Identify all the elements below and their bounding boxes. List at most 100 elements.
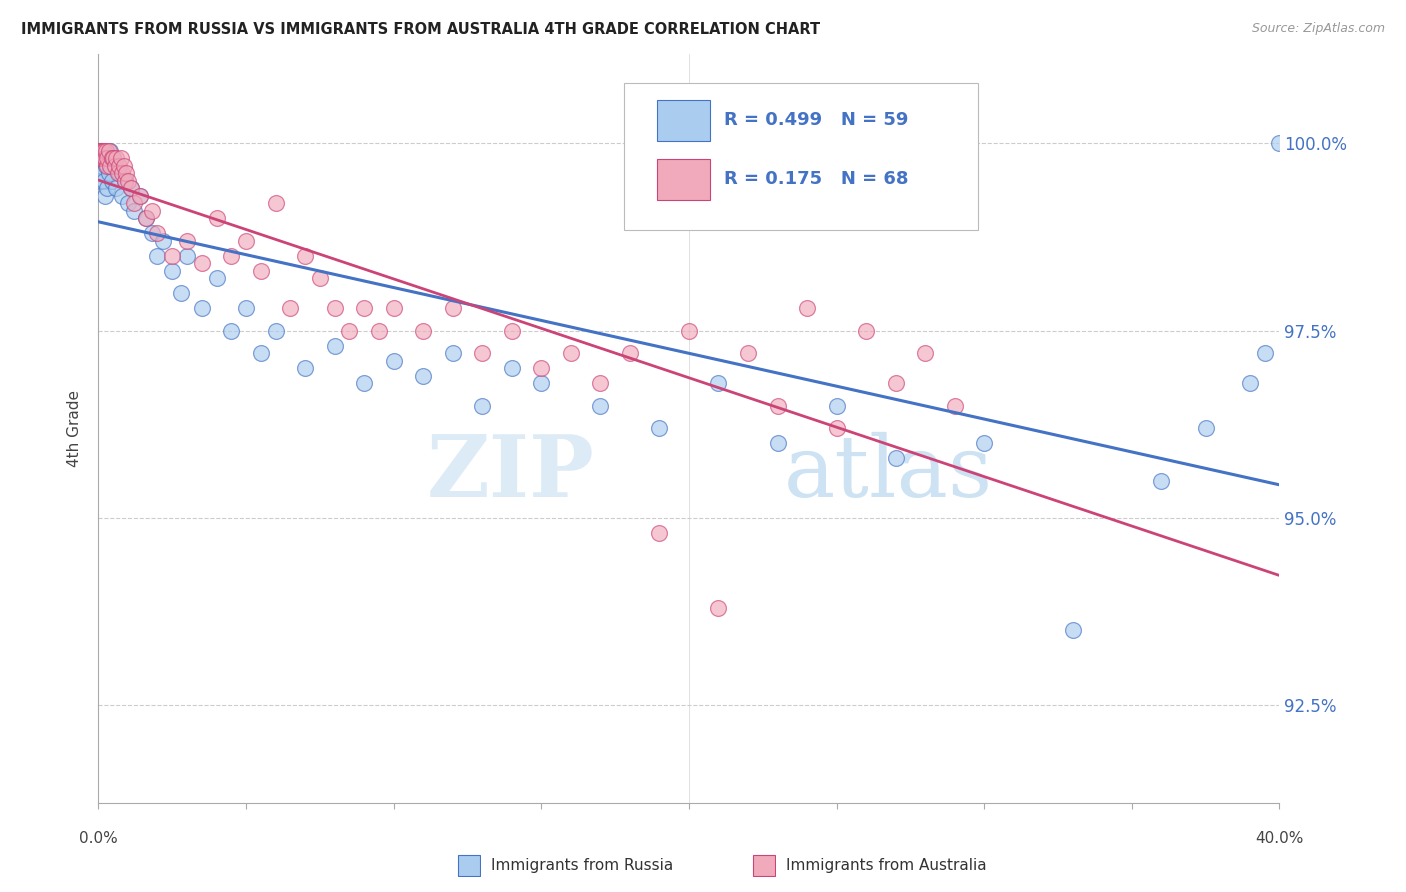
Point: [250, 264, 273, 278]
FancyBboxPatch shape: [657, 159, 710, 200]
Point: [619, 346, 641, 360]
Point: [589, 376, 612, 391]
Point: [441, 346, 464, 360]
Point: [191, 301, 214, 316]
Point: [90, 144, 112, 158]
Point: [91, 144, 114, 158]
Point: [141, 227, 163, 241]
Point: [648, 421, 671, 435]
Point: [855, 324, 877, 338]
Point: [1195, 421, 1218, 435]
Point: [766, 436, 789, 450]
Text: 0.0%: 0.0%: [79, 831, 118, 846]
Point: [339, 324, 360, 338]
Point: [294, 361, 316, 376]
Point: [176, 249, 198, 263]
Point: [97, 144, 120, 158]
Text: Immigrants from Russia: Immigrants from Russia: [491, 858, 673, 872]
Point: [108, 166, 131, 180]
Point: [128, 189, 150, 203]
Point: [98, 144, 121, 158]
Point: [96, 152, 118, 166]
Point: [1254, 346, 1277, 360]
Point: [93, 152, 115, 166]
Point: [93, 152, 115, 166]
Point: [707, 376, 730, 391]
Point: [264, 196, 287, 211]
Point: [135, 211, 157, 226]
Point: [128, 189, 150, 203]
Point: [96, 152, 118, 166]
Text: R = 0.499   N = 59: R = 0.499 N = 59: [724, 112, 908, 129]
Text: R = 0.175   N = 68: R = 0.175 N = 68: [724, 170, 908, 188]
Point: [707, 601, 730, 615]
Point: [93, 144, 115, 158]
Text: 40.0%: 40.0%: [1256, 831, 1303, 846]
Point: [98, 159, 121, 173]
Point: [135, 211, 157, 226]
Point: [87, 144, 110, 158]
Point: [1150, 474, 1173, 488]
Text: IMMIGRANTS FROM RUSSIA VS IMMIGRANTS FROM AUSTRALIA 4TH GRADE CORRELATION CHART: IMMIGRANTS FROM RUSSIA VS IMMIGRANTS FRO…: [21, 22, 820, 37]
Point: [221, 324, 243, 338]
Point: [250, 346, 273, 360]
Point: [141, 203, 163, 218]
Point: [117, 174, 139, 188]
Text: Source: ZipAtlas.com: Source: ZipAtlas.com: [1251, 22, 1385, 36]
Point: [825, 399, 848, 413]
Point: [323, 301, 346, 316]
Point: [678, 324, 700, 338]
Point: [796, 301, 818, 316]
Point: [90, 144, 112, 158]
Point: [589, 399, 612, 413]
Point: [89, 144, 111, 158]
Point: [108, 159, 131, 173]
Point: [105, 181, 128, 195]
Point: [146, 249, 169, 263]
Point: [264, 324, 287, 338]
Point: [766, 399, 789, 413]
Point: [111, 166, 134, 180]
Point: [146, 227, 169, 241]
Point: [114, 174, 136, 188]
Point: [205, 211, 228, 226]
Point: [412, 368, 434, 383]
Y-axis label: 4th Grade: 4th Grade: [67, 390, 83, 467]
Point: [90, 174, 112, 188]
Point: [122, 196, 145, 211]
Point: [96, 159, 118, 173]
Point: [501, 324, 523, 338]
Point: [471, 399, 494, 413]
Point: [221, 249, 243, 263]
Point: [884, 451, 907, 466]
Point: [94, 159, 117, 173]
Point: [96, 181, 118, 195]
Point: [1239, 376, 1261, 391]
Point: [91, 166, 114, 180]
FancyBboxPatch shape: [624, 84, 979, 229]
Point: [382, 353, 405, 368]
Point: [1268, 136, 1291, 151]
FancyBboxPatch shape: [657, 100, 710, 141]
Point: [309, 271, 332, 285]
Point: [89, 152, 111, 166]
Point: [884, 376, 907, 391]
Point: [117, 196, 139, 211]
Point: [973, 436, 995, 450]
Point: [93, 174, 115, 188]
Point: [100, 174, 122, 188]
Point: [104, 159, 127, 173]
Point: [278, 301, 302, 316]
Point: [353, 301, 375, 316]
Point: [112, 159, 135, 173]
Point: [323, 339, 346, 353]
Point: [235, 301, 257, 316]
Point: [825, 421, 848, 435]
Point: [162, 264, 183, 278]
Point: [122, 203, 145, 218]
Point: [115, 166, 138, 180]
Point: [205, 271, 228, 285]
Point: [170, 286, 193, 301]
Point: [737, 346, 759, 360]
Point: [90, 144, 112, 158]
